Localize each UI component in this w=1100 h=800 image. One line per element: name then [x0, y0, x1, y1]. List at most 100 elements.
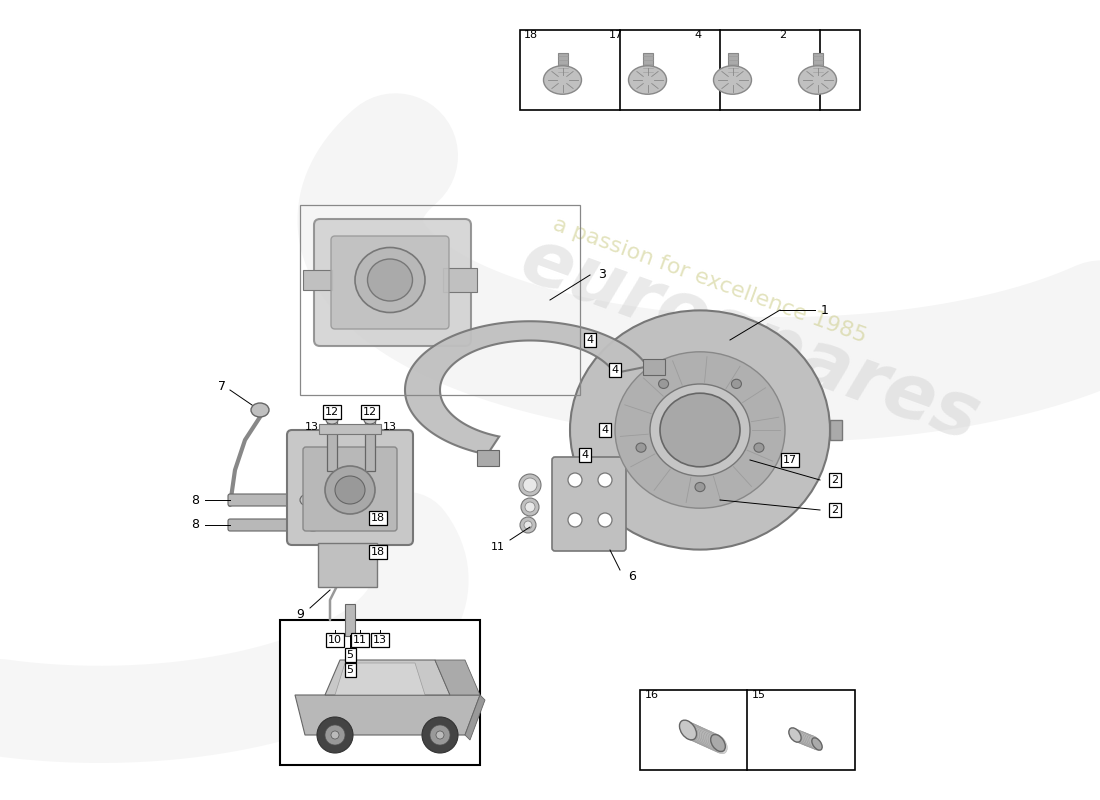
Ellipse shape: [682, 721, 698, 741]
Text: 18: 18: [371, 513, 385, 523]
Circle shape: [422, 717, 458, 753]
Text: 8: 8: [191, 494, 199, 506]
Text: a passion for excellence 1985: a passion for excellence 1985: [550, 214, 870, 346]
Ellipse shape: [704, 731, 720, 751]
Ellipse shape: [324, 466, 375, 514]
Ellipse shape: [659, 379, 669, 389]
Ellipse shape: [695, 727, 712, 747]
Circle shape: [430, 725, 450, 745]
Polygon shape: [434, 660, 480, 695]
Ellipse shape: [706, 732, 723, 752]
FancyBboxPatch shape: [318, 543, 377, 587]
Text: 4: 4: [602, 425, 608, 435]
Circle shape: [324, 725, 345, 745]
Ellipse shape: [689, 724, 705, 744]
Text: 17: 17: [783, 455, 798, 465]
Ellipse shape: [693, 726, 710, 746]
Text: 11: 11: [353, 635, 367, 645]
FancyBboxPatch shape: [813, 53, 823, 78]
Circle shape: [522, 478, 537, 492]
FancyBboxPatch shape: [287, 430, 412, 545]
FancyBboxPatch shape: [228, 519, 307, 531]
FancyBboxPatch shape: [476, 450, 498, 466]
FancyBboxPatch shape: [642, 53, 652, 78]
Text: 4: 4: [586, 335, 594, 345]
Text: eurospares: eurospares: [510, 222, 990, 458]
Text: 17: 17: [609, 30, 623, 40]
Ellipse shape: [711, 734, 725, 751]
Ellipse shape: [686, 723, 703, 743]
Polygon shape: [830, 420, 842, 440]
Ellipse shape: [732, 379, 741, 389]
Text: 4: 4: [582, 450, 588, 460]
Ellipse shape: [695, 482, 705, 492]
Circle shape: [568, 473, 582, 487]
Ellipse shape: [326, 416, 338, 424]
Circle shape: [598, 473, 612, 487]
Ellipse shape: [615, 352, 785, 508]
Ellipse shape: [680, 720, 696, 740]
Text: 12: 12: [363, 407, 377, 417]
Circle shape: [436, 731, 444, 739]
Ellipse shape: [791, 729, 803, 743]
Ellipse shape: [680, 720, 696, 740]
Ellipse shape: [364, 416, 376, 424]
Ellipse shape: [789, 728, 801, 742]
Text: 6: 6: [628, 570, 636, 583]
Ellipse shape: [805, 734, 817, 749]
Text: 13: 13: [305, 422, 319, 432]
Ellipse shape: [808, 736, 822, 750]
Text: 5: 5: [346, 650, 353, 660]
Ellipse shape: [691, 725, 707, 745]
Circle shape: [524, 521, 532, 529]
FancyBboxPatch shape: [302, 447, 397, 531]
Circle shape: [331, 731, 339, 739]
Ellipse shape: [799, 66, 836, 94]
FancyBboxPatch shape: [331, 236, 449, 329]
Text: 15: 15: [752, 690, 766, 700]
Text: 5: 5: [346, 665, 353, 675]
Ellipse shape: [684, 722, 701, 742]
Ellipse shape: [799, 732, 811, 746]
Ellipse shape: [697, 728, 714, 748]
Ellipse shape: [355, 247, 425, 313]
Text: 16: 16: [645, 690, 659, 700]
Circle shape: [525, 502, 535, 512]
Text: 2: 2: [832, 505, 838, 515]
Text: 11: 11: [491, 542, 505, 552]
Polygon shape: [405, 322, 648, 454]
Circle shape: [568, 513, 582, 527]
Polygon shape: [324, 660, 450, 695]
FancyBboxPatch shape: [327, 419, 337, 471]
Text: 3: 3: [598, 269, 606, 282]
FancyBboxPatch shape: [228, 494, 302, 506]
Polygon shape: [336, 663, 425, 695]
FancyBboxPatch shape: [443, 268, 477, 292]
Ellipse shape: [754, 443, 764, 452]
FancyBboxPatch shape: [552, 457, 626, 551]
FancyBboxPatch shape: [520, 30, 860, 110]
Circle shape: [317, 717, 353, 753]
Text: 2: 2: [779, 30, 786, 40]
Ellipse shape: [543, 66, 582, 94]
Ellipse shape: [300, 494, 316, 506]
Polygon shape: [465, 695, 485, 740]
Ellipse shape: [570, 310, 830, 550]
FancyBboxPatch shape: [644, 358, 666, 374]
Circle shape: [519, 474, 541, 496]
Ellipse shape: [789, 728, 801, 742]
FancyBboxPatch shape: [345, 604, 355, 636]
Ellipse shape: [801, 733, 813, 747]
Ellipse shape: [812, 738, 822, 750]
Text: 4: 4: [694, 30, 701, 40]
FancyBboxPatch shape: [302, 270, 332, 290]
Text: 13: 13: [373, 635, 387, 645]
Text: 1: 1: [821, 303, 829, 317]
Text: 4: 4: [612, 365, 618, 375]
Text: 18: 18: [524, 30, 538, 40]
Circle shape: [598, 513, 612, 527]
Circle shape: [521, 498, 539, 516]
Text: 7: 7: [218, 379, 226, 393]
Ellipse shape: [700, 729, 716, 749]
Ellipse shape: [796, 731, 810, 746]
